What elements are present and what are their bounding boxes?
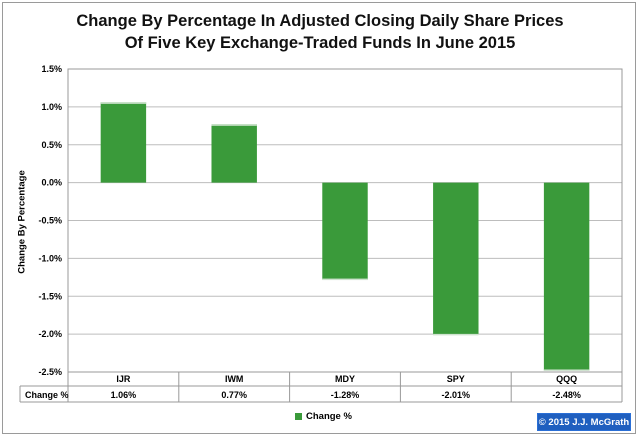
y-tick-label: 0.5%: [41, 140, 62, 150]
bar-edge: [322, 278, 368, 281]
bar-ijr: [100, 102, 147, 183]
y-tick-label: -2.0%: [38, 329, 62, 339]
copyright-badge: © 2015 J.J. McGrath: [537, 413, 631, 431]
bar-edge: [100, 102, 147, 104]
x-category-label: IJR: [116, 374, 131, 384]
y-tick-label: 0.0%: [41, 178, 62, 188]
data-label: 1.06%: [111, 390, 137, 400]
y-tick-label: 1.0%: [41, 102, 62, 112]
data-label: 0.77%: [221, 390, 247, 400]
bar-iwm: [211, 124, 257, 183]
data-label: -1.28%: [331, 390, 360, 400]
x-category-label: QQQ: [556, 374, 577, 384]
bar-qqq: [543, 182, 590, 371]
legend-label: Change %: [306, 411, 352, 422]
bar-edge: [433, 333, 479, 336]
bar-edge: [211, 124, 257, 126]
chart-title: Change By Percentage In Adjusted Closing…: [0, 10, 640, 54]
chart-title-line-2: Of Five Key Exchange-Traded Funds In Jun…: [124, 34, 516, 52]
legend: Change %: [295, 411, 352, 422]
bar-edge: [543, 369, 590, 371]
legend-swatch: [295, 413, 302, 420]
x-category-label: IWM: [225, 374, 244, 384]
chart-title-line-1: Change By Percentage In Adjusted Closing…: [76, 12, 564, 30]
y-tick-label: -1.5%: [38, 291, 62, 301]
chart-frame: [2, 2, 636, 434]
y-tick-label: -2.5%: [38, 367, 62, 377]
data-label: -2.01%: [442, 390, 471, 400]
x-category-label: MDY: [335, 374, 355, 384]
y-tick-label: -1.0%: [38, 253, 62, 263]
plot-area-border: [67, 68, 623, 373]
x-category-label: SPY: [447, 374, 465, 384]
y-tick-label: -0.5%: [38, 216, 62, 226]
bar-mdy: [322, 182, 368, 280]
data-label: -2.48%: [552, 390, 581, 400]
y-tick-label: 1.5%: [41, 64, 62, 74]
bar-spy: [433, 182, 479, 335]
table-row-header: Change %: [25, 390, 69, 400]
